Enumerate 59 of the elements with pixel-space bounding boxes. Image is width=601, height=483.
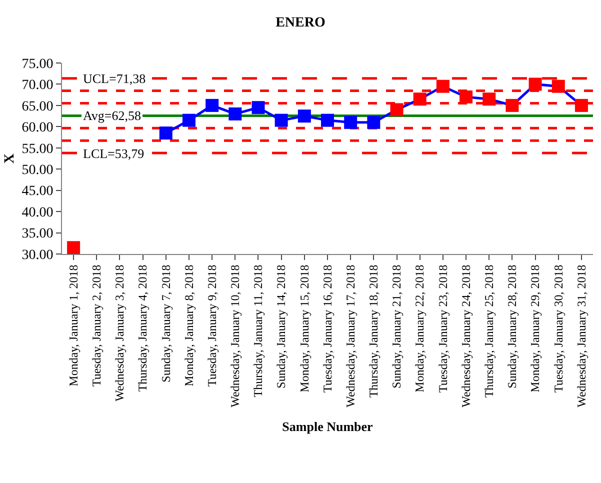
x-tick-label: Wednesday, January 3, 2018 bbox=[112, 264, 127, 402]
y-tick-label: 55.00 bbox=[22, 142, 54, 157]
point bbox=[182, 114, 196, 127]
y-tick-label: 65.00 bbox=[22, 99, 54, 114]
point bbox=[460, 90, 473, 104]
x-tick-label: Monday, January 22, 2018 bbox=[412, 264, 427, 392]
x-tick-label: Thursday, January 18, 2018 bbox=[366, 264, 381, 398]
ref-line-label: UCL=71,38 bbox=[83, 71, 146, 86]
x-tick-label: Thursday, January 11, 2018 bbox=[251, 264, 266, 398]
chart-title: ENERO bbox=[276, 16, 326, 31]
ref-line-label: LCL=53,79 bbox=[83, 146, 144, 161]
point bbox=[436, 80, 450, 93]
x-tick-label: Sunday, January 21, 2018 bbox=[390, 264, 404, 388]
point bbox=[206, 98, 219, 112]
point bbox=[228, 107, 242, 120]
point bbox=[274, 114, 288, 127]
x-tick-label: Wednesday, January 10, 2018 bbox=[228, 264, 242, 408]
y-tick-label: 45.00 bbox=[22, 184, 54, 200]
point bbox=[390, 103, 404, 116]
point bbox=[574, 98, 588, 112]
ref-line-label: Avg=62,58 bbox=[83, 108, 142, 123]
point bbox=[528, 78, 542, 91]
y-tick-label: 75.00 bbox=[22, 56, 54, 72]
y-tick-label: 70.00 bbox=[22, 78, 54, 94]
x-tick-label: Monday, January 1, 2018 bbox=[66, 264, 80, 386]
y-tick-label: 40.00 bbox=[22, 205, 54, 220]
x-tick-label: Monday, January 8, 2018 bbox=[182, 264, 196, 386]
point bbox=[413, 92, 426, 106]
point bbox=[298, 110, 311, 123]
x-tick-label: Thursday, January 4, 2018 bbox=[136, 264, 150, 392]
point bbox=[552, 80, 565, 93]
x-tick-label: Tuesday, January 16, 2018 bbox=[320, 264, 334, 393]
y-tick-label: 30.00 bbox=[22, 248, 54, 263]
point bbox=[67, 241, 80, 254]
x-tick-label: Monday, January 15, 2018 bbox=[297, 264, 312, 392]
x-tick-label: Tuesday, January 30, 2018 bbox=[551, 264, 566, 393]
point bbox=[482, 92, 496, 106]
x-tick-label: Wednesday, January 24, 2018 bbox=[458, 264, 473, 408]
point bbox=[367, 116, 380, 129]
x-tick-label: Thursday, January 25, 2018 bbox=[482, 264, 496, 398]
y-tick-label: 35.00 bbox=[22, 226, 54, 242]
y-tick-label: 50.00 bbox=[22, 163, 54, 178]
x-tick-label: Sunday, January 7, 2018 bbox=[158, 264, 173, 382]
point bbox=[321, 114, 334, 127]
x-tick-label: Tuesday, January 9, 2018 bbox=[204, 264, 219, 387]
y-tick-label: 60.00 bbox=[22, 120, 54, 136]
point bbox=[506, 98, 519, 112]
x-tick-label: Tuesday, January 23, 2018 bbox=[436, 264, 450, 393]
x-tick-label: Sunday, January 28, 2018 bbox=[505, 264, 520, 388]
point bbox=[344, 116, 358, 129]
x-tick-label: Wednesday, January 17, 2018 bbox=[343, 264, 358, 408]
x-axis-title: Sample Number bbox=[282, 418, 374, 434]
x-tick-label: Tuesday, January 2, 2018 bbox=[90, 264, 104, 387]
x-tick-label: Sunday, January 14, 2018 bbox=[274, 264, 288, 388]
point bbox=[159, 126, 172, 140]
point bbox=[252, 101, 265, 114]
y-axis-title: X bbox=[2, 153, 18, 164]
x-tick-label: Wednesday, January 31, 2018 bbox=[574, 264, 588, 408]
x-tick-label: Monday, January 29, 2018 bbox=[528, 264, 542, 392]
